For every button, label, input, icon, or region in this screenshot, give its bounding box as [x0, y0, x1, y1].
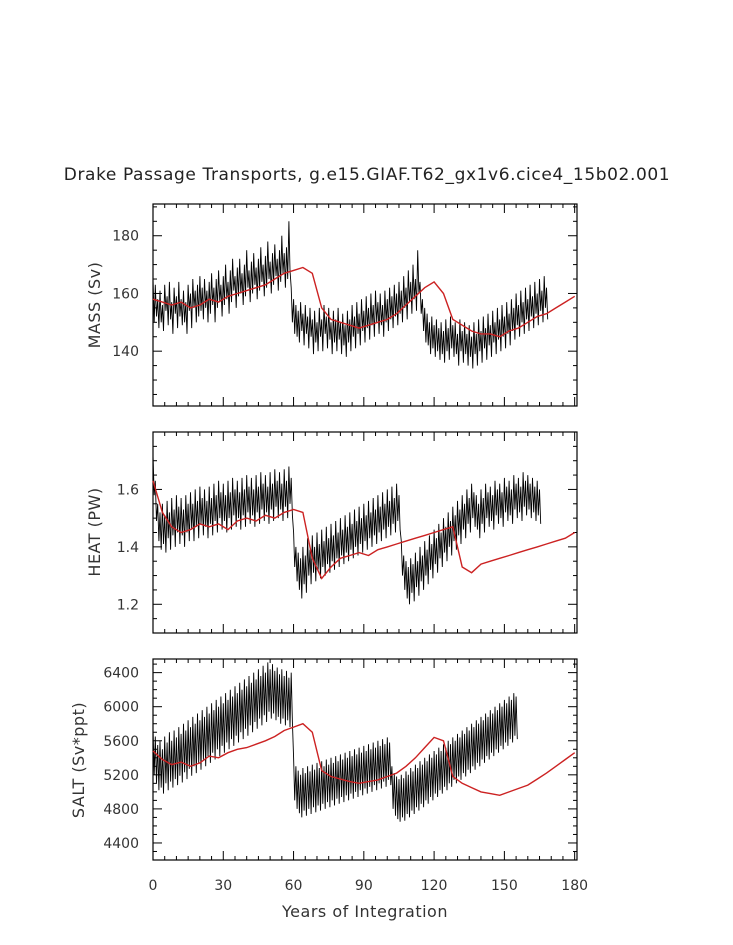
- x-tick-label: 120: [421, 878, 448, 894]
- heat-y-tick-label: 1.6: [117, 482, 139, 498]
- x-tick-label: 150: [491, 878, 518, 894]
- mass-y-tick-label: 140: [112, 344, 139, 360]
- heat-ticks: 1.2 1.4 1.6: [117, 431, 577, 633]
- mass-ticks: 140 160 180: [112, 204, 577, 406]
- x-axis-label: Years of Integration: [281, 902, 448, 921]
- heat-y-tick-label: 1.4: [117, 540, 139, 556]
- salt-y-axis-label: SALT (Sv*ppt): [69, 702, 88, 818]
- x-tick-label: 60: [285, 878, 303, 894]
- x-tick-label: 30: [214, 878, 232, 894]
- panel-heat: 1.2 1.4 1.6 HEAT (PW): [85, 431, 578, 634]
- chart-title: Drake Passage Transports, g.e15.GIAF.T62…: [64, 165, 670, 185]
- salt-y-tick-label: 4400: [103, 836, 139, 852]
- heat-raw-line: [152, 454, 542, 605]
- heat-y-axis-label: HEAT (PW): [85, 487, 104, 576]
- panel-mass: 140 160 180 MASS (Sv): [85, 203, 578, 407]
- salt-y-tick-label: 4800: [103, 802, 139, 818]
- heat-y-tick-label: 1.2: [117, 597, 139, 613]
- x-tick-label: 180: [561, 878, 588, 894]
- mass-raw-line: [152, 221, 549, 369]
- mass-y-tick-label: 160: [112, 286, 139, 302]
- x-tick-label: 90: [355, 878, 373, 894]
- salt-y-tick-label: 6000: [103, 700, 139, 716]
- salt-raw-line: [152, 662, 518, 822]
- heat-smoothed-line: [152, 480, 576, 580]
- salt-y-tick-label: 5200: [103, 768, 139, 784]
- mass-y-tick-label: 180: [112, 229, 139, 245]
- salt-y-tick-label: 5600: [103, 734, 139, 750]
- x-tick-label: 0: [149, 878, 158, 894]
- mass-y-axis-label: MASS (Sv): [85, 262, 104, 349]
- panel-frame-salt: [152, 658, 578, 861]
- salt-ticks: 4400 4800 5200 5600 6000 6400: [103, 659, 577, 861]
- salt-smoothed-line: [152, 722, 576, 797]
- salt-y-tick-label: 6400: [103, 666, 139, 682]
- x-tick-labels: 0 30 60 90 120 150 180: [149, 878, 588, 894]
- mass-smoothed-line: [152, 266, 576, 338]
- panel-salt: 4400 4800 5200 5600 6000 6400 SALT (Sv*ppt): [69, 658, 578, 861]
- panel-frame-mass: [152, 203, 578, 407]
